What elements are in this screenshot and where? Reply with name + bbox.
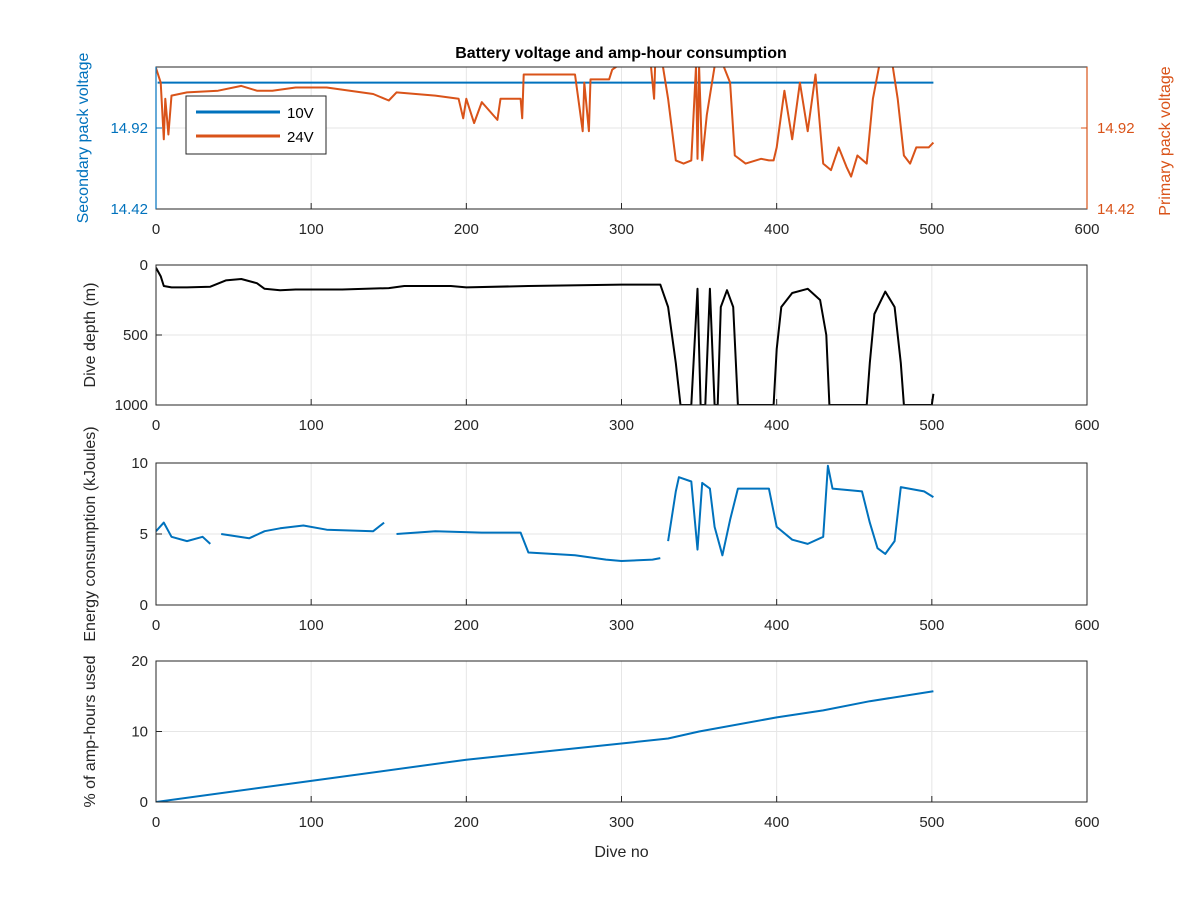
y-right-tick-label: 14.42 <box>1097 201 1135 218</box>
y-tick-label: 5 <box>140 526 148 543</box>
x-axis-label: Dive no <box>594 844 648 861</box>
y-right-tick-label: 14.92 <box>1097 120 1135 137</box>
x-tick-label: 400 <box>764 814 789 831</box>
y-axis-label: Secondary pack voltage <box>75 53 92 224</box>
x-tick-label: 0 <box>152 417 160 434</box>
y-tick-label: 10 <box>131 724 148 741</box>
x-tick-label: 500 <box>919 221 944 238</box>
axes-frame <box>155 462 1088 606</box>
x-tick-label: 600 <box>1074 617 1099 634</box>
x-tick-label: 100 <box>299 221 324 238</box>
x-tick-label: 200 <box>454 814 479 831</box>
series-line-24v <box>156 67 935 178</box>
y-tick-label: 500 <box>123 327 148 344</box>
axes-frame <box>155 660 1088 803</box>
x-tick-label: 300 <box>609 814 634 831</box>
y-tick-label: 14.42 <box>110 201 148 218</box>
x-tick-label: 0 <box>152 221 160 238</box>
legend-label: 10V <box>287 105 314 122</box>
x-tick-label: 300 <box>609 417 634 434</box>
chart-title: Battery voltage and amp-hour consumption <box>455 45 787 62</box>
series-line-4 <box>156 690 934 802</box>
x-tick-label: 600 <box>1074 221 1099 238</box>
x-tick-label: 0 <box>152 814 160 831</box>
y-axis-label-right: Primary pack voltage <box>1157 66 1174 215</box>
x-tick-label: 200 <box>454 417 479 434</box>
y-axis-label: % of amp-hours used <box>82 655 99 807</box>
x-tick-label: 300 <box>609 221 634 238</box>
x-tick-label: 100 <box>299 814 324 831</box>
x-tick-label: 100 <box>299 617 324 634</box>
panel-1: 0 100 200 300 400 500 600 14.42 14.92 14.42 14.92 S… <box>75 53 1174 238</box>
x-tick-label: 600 <box>1074 417 1099 434</box>
x-tick-label: 600 <box>1074 814 1099 831</box>
y-tick-label: 0 <box>140 597 148 614</box>
x-tick-label: 400 <box>764 617 789 634</box>
y-tick-label: 10 <box>131 455 148 472</box>
x-tick-label: 0 <box>152 617 160 634</box>
y-axis-label: Energy consumption (kJoules) <box>82 426 99 641</box>
panel-2: 0 100 200 300 400 500 600 0 500 1000 Dive depth (m… <box>82 257 1100 434</box>
series-line-3 <box>156 464 934 562</box>
x-tick-label: 200 <box>454 617 479 634</box>
x-tick-label: 500 <box>919 617 944 634</box>
x-tick-label: 300 <box>609 617 634 634</box>
axes-frame <box>155 264 1088 406</box>
legend-label: 24V <box>287 129 314 146</box>
x-tick-label: 500 <box>919 814 944 831</box>
y-tick-label: 0 <box>140 794 148 811</box>
x-tick-label: 400 <box>764 221 789 238</box>
panel-3: 0 100 200 300 400 500 600 0 5 10 Energy consumptio… <box>82 426 1100 641</box>
y-tick-label: 0 <box>140 257 148 274</box>
series-line-2 <box>156 267 935 405</box>
y-tick-label: 1000 <box>115 397 148 414</box>
x-tick-label: 500 <box>919 417 944 434</box>
x-tick-label: 200 <box>454 221 479 238</box>
y-tick-label: 14.92 <box>110 120 148 137</box>
legend-box <box>185 95 327 155</box>
x-tick-label: 400 <box>764 417 789 434</box>
panel-4: 0 100 200 300 400 500 600 0 10 20 % of amp-hours u… <box>82 653 1100 861</box>
y-axis-label: Dive depth (m) <box>82 283 99 388</box>
x-tick-label: 100 <box>299 417 324 434</box>
y-tick-label: 20 <box>131 653 148 670</box>
